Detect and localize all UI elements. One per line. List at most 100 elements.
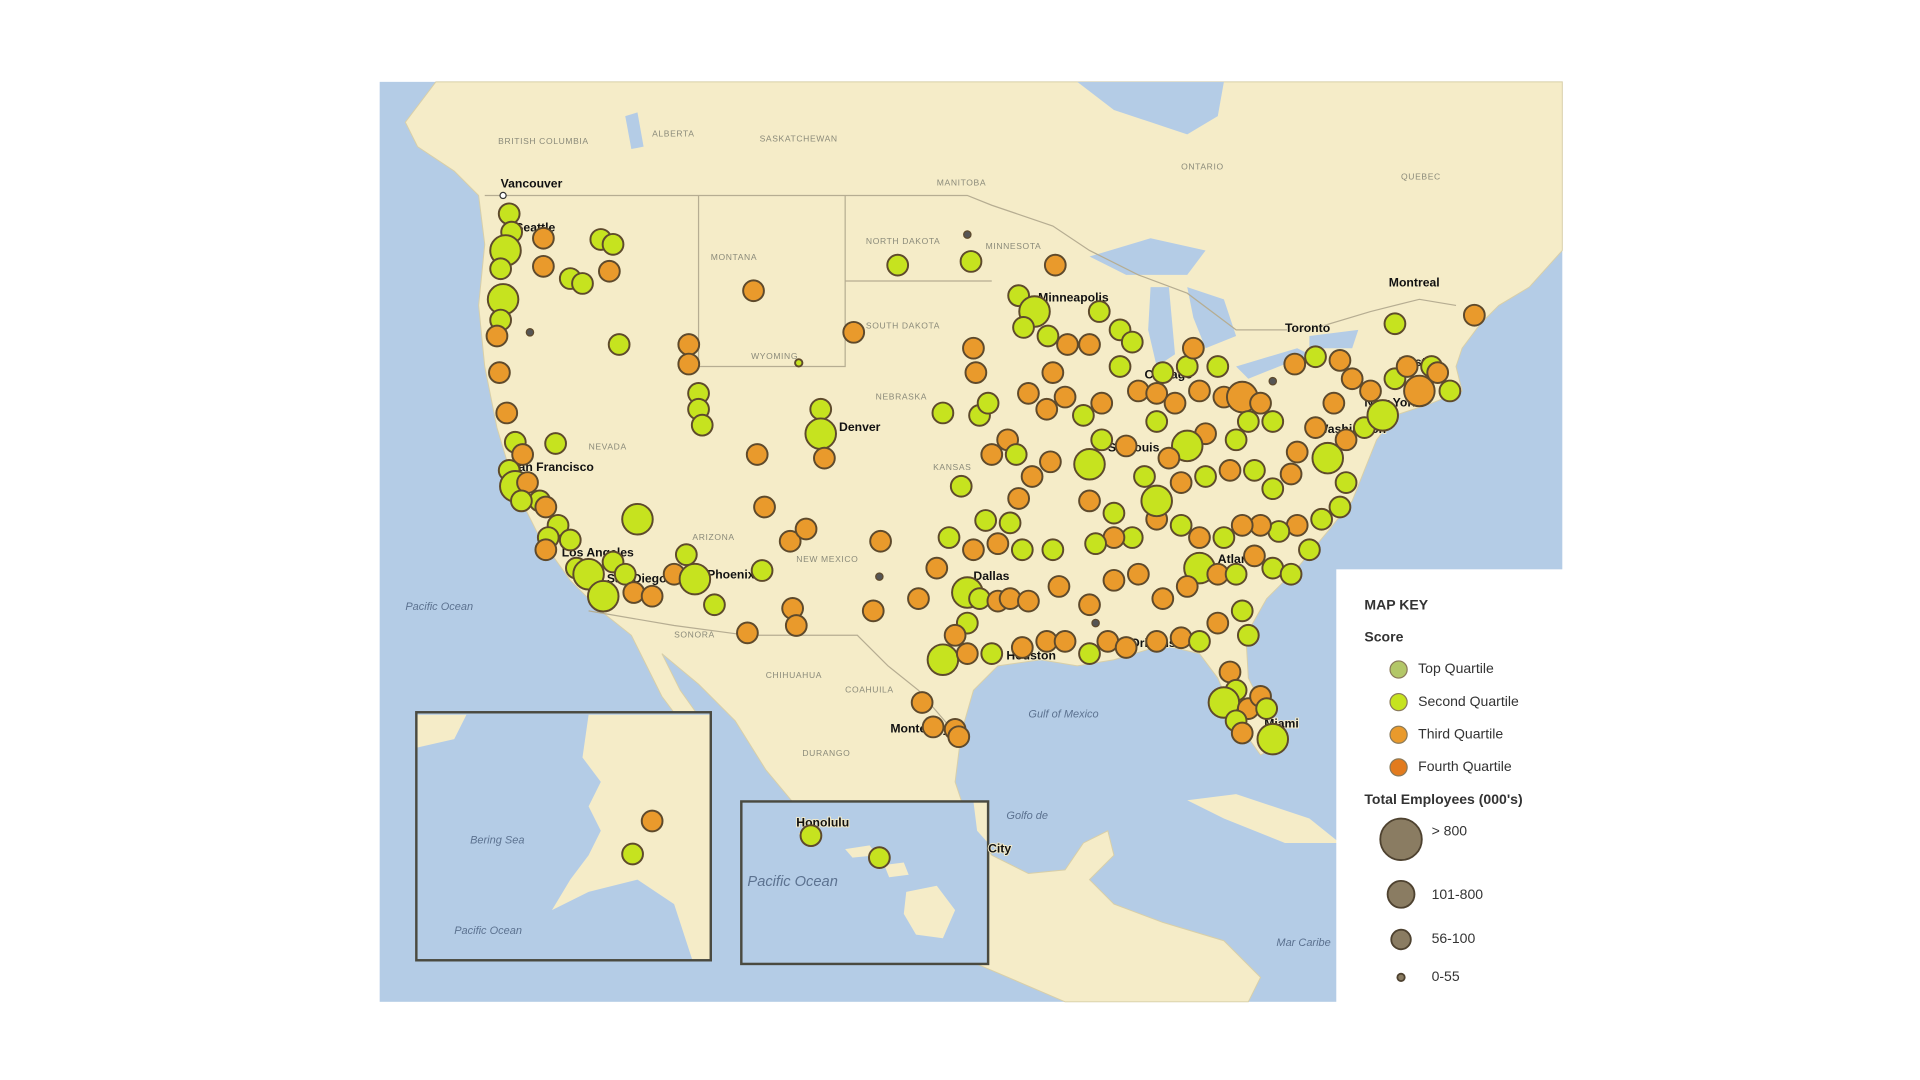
- city-marker: [842, 320, 866, 344]
- city-marker: [488, 361, 511, 384]
- city-marker: [1261, 410, 1285, 433]
- city-marker: [1304, 345, 1327, 369]
- region-label: KANSAS: [933, 462, 971, 472]
- city-dot: [499, 191, 507, 200]
- city-marker: [1133, 465, 1156, 488]
- city-marker: [1230, 599, 1254, 623]
- city-marker: [1212, 526, 1236, 549]
- city-marker: [1114, 636, 1138, 659]
- city-marker: [1462, 303, 1486, 327]
- city-marker: [1102, 568, 1126, 592]
- region-label: NEVADA: [589, 441, 627, 451]
- city-marker: [1072, 404, 1095, 427]
- city-marker: [677, 333, 701, 356]
- city-marker: [1438, 379, 1462, 403]
- city-marker: [1340, 367, 1364, 391]
- city-marker: [962, 336, 985, 360]
- city-marker: [926, 643, 960, 676]
- city-marker: [1169, 513, 1193, 537]
- legend-swatch: [1389, 692, 1408, 712]
- region-label: DURANGO: [802, 748, 850, 758]
- city-marker: [1114, 434, 1138, 458]
- region-label: WYOMING: [751, 351, 798, 361]
- city-marker: [587, 579, 620, 613]
- city-marker: [1004, 443, 1028, 466]
- city-marker: [1383, 312, 1407, 336]
- city-marker: [1120, 330, 1144, 354]
- hawaii-inset: [740, 800, 990, 966]
- city-marker: [1366, 399, 1399, 432]
- city-marker: [1224, 562, 1248, 586]
- city-marker: [875, 572, 884, 581]
- region-label: SASKATCHEWAN: [760, 134, 838, 144]
- city-marker: [674, 543, 698, 567]
- city-marker: [794, 358, 804, 368]
- city-marker: [1359, 379, 1382, 403]
- city-marker: [1298, 538, 1321, 562]
- city-marker: [1056, 333, 1079, 356]
- city-marker: [571, 272, 594, 295]
- city-marker: [1078, 642, 1101, 665]
- city-marker: [1020, 465, 1044, 488]
- city-marker: [1236, 410, 1260, 433]
- legend-swatch: [1389, 725, 1408, 744]
- region-label: NEW MEXICO: [796, 554, 858, 564]
- city-marker: [955, 642, 979, 665]
- city-marker: [804, 417, 837, 450]
- city-marker: [1017, 382, 1040, 405]
- city-marker: [601, 232, 625, 256]
- city-marker: [1334, 428, 1358, 452]
- city-marker: [1279, 462, 1303, 486]
- city-marker: [964, 361, 988, 384]
- city-marker: [598, 259, 621, 283]
- water-label: Gulf of Mexico: [1028, 709, 1098, 721]
- city-marker: [869, 529, 892, 553]
- city-marker: [1175, 575, 1199, 598]
- city-marker: [910, 691, 934, 714]
- city-marker: [794, 517, 818, 541]
- city-marker: [1007, 487, 1031, 510]
- legend-label: 56-100: [1432, 930, 1476, 946]
- city-marker: [534, 538, 558, 562]
- city-marker: [1194, 465, 1217, 488]
- city-marker: [1078, 593, 1101, 617]
- city-label: Phoenix: [707, 568, 755, 582]
- water-label: Golfo de: [1006, 810, 1048, 822]
- legend-label: Second Quartile: [1418, 693, 1519, 709]
- region-label: NEBRASKA: [876, 391, 927, 401]
- land: [404, 81, 1563, 1003]
- city-marker: [1328, 495, 1352, 519]
- legend-label: Fourth Quartile: [1418, 758, 1512, 774]
- city-marker: [534, 495, 558, 519]
- city-marker: [736, 621, 759, 645]
- city-marker: [495, 401, 519, 425]
- city-marker: [1426, 361, 1450, 384]
- city-marker: [1334, 471, 1358, 494]
- city-marker: [799, 824, 823, 848]
- city-marker: [613, 562, 637, 586]
- city-marker: [986, 532, 1010, 556]
- city-marker: [959, 250, 983, 273]
- region-label: NORTH DAKOTA: [866, 236, 940, 246]
- water-label: Pacific Ocean: [747, 874, 837, 890]
- legend-subtitle: Score: [1364, 628, 1403, 644]
- legend-label: Third Quartile: [1418, 725, 1503, 741]
- city-marker: [510, 489, 533, 513]
- city-marker: [703, 593, 726, 617]
- city-marker: [1255, 697, 1279, 720]
- city-marker: [511, 443, 534, 466]
- city-label: Dallas: [973, 569, 1009, 583]
- city-marker: [1169, 626, 1193, 650]
- city-marker: [1311, 441, 1344, 475]
- city-marker: [1304, 416, 1327, 439]
- legend-label: > 800: [1432, 823, 1468, 839]
- markers: [485, 202, 1486, 870]
- city-marker: [998, 511, 1022, 535]
- city-marker: [963, 230, 972, 239]
- city-marker: [1145, 410, 1169, 433]
- city-marker: [1043, 253, 1067, 277]
- city-marker: [753, 495, 776, 519]
- city-marker: [1073, 448, 1106, 481]
- city-marker: [621, 842, 644, 866]
